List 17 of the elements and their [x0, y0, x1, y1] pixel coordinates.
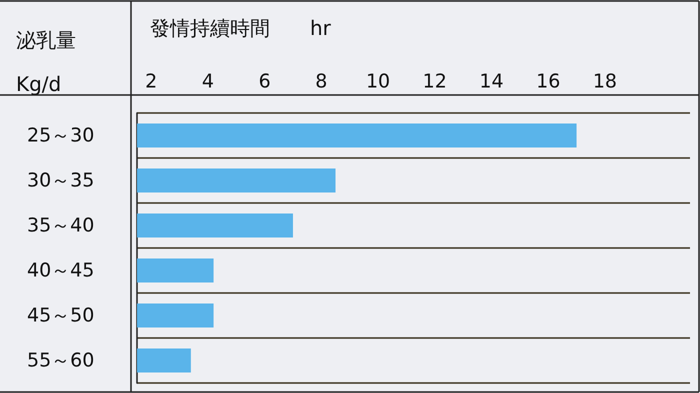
- y-tick-label: 55～60: [27, 350, 94, 372]
- x-tick-label: 2: [145, 70, 158, 92]
- y-axis-title: 泌乳量 Kg/d: [16, 28, 76, 96]
- x-tick-label: 12: [422, 70, 447, 92]
- x-tick-label: 10: [366, 70, 390, 92]
- x-tick-label: 6: [258, 70, 271, 92]
- y-tick-label: 45～50: [27, 304, 94, 326]
- y-tick-label: 35～40: [27, 214, 94, 236]
- y-tick-label: 25～30: [27, 124, 94, 146]
- y-tick-label: 40～45: [27, 260, 94, 282]
- x-axis-title: 發情持續時間 hr: [150, 16, 332, 40]
- x-tick-label: 16: [536, 70, 560, 92]
- x-tick-label: 8: [315, 70, 328, 92]
- x-tick-label: 4: [202, 70, 214, 92]
- x-tick-label: 18: [592, 70, 618, 92]
- y-tick-label: 30～35: [27, 170, 94, 192]
- x-tick-label: 14: [479, 70, 504, 92]
